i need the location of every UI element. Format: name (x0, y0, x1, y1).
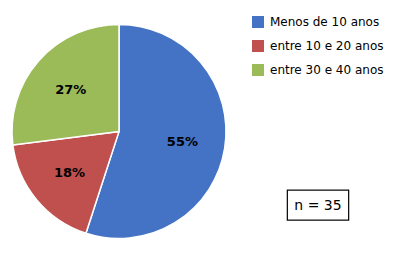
annotation-text: n = 35 (294, 197, 341, 213)
legend-item: entre 10 e 20 anos (252, 39, 383, 53)
legend: Menos de 10 anos entre 10 e 20 anos entre … (252, 15, 383, 77)
legend-label: entre 30 e 40 anos (270, 63, 383, 77)
pie-slice (13, 132, 119, 234)
pie-slice (12, 25, 119, 145)
legend-item: Menos de 10 anos (252, 15, 379, 29)
annotation-box (287, 190, 348, 220)
data-labels: 55% 18% 27% (54, 82, 198, 180)
legend-label: entre 10 e 20 anos (270, 39, 383, 53)
legend-item: entre 30 e 40 anos (252, 63, 383, 77)
data-label: 27% (55, 82, 86, 97)
legend-label: Menos de 10 anos (270, 15, 379, 29)
pie (12, 25, 226, 239)
legend-swatch (252, 64, 264, 76)
chart: 55% 18% 27% Menos de 10 anos entre 10 e 20 a… (0, 0, 411, 263)
data-label: 55% (167, 134, 198, 149)
data-label: 18% (54, 165, 85, 180)
legend-swatch (252, 16, 264, 28)
annotation: n = 35 (287, 190, 348, 220)
legend-swatch (252, 40, 264, 52)
